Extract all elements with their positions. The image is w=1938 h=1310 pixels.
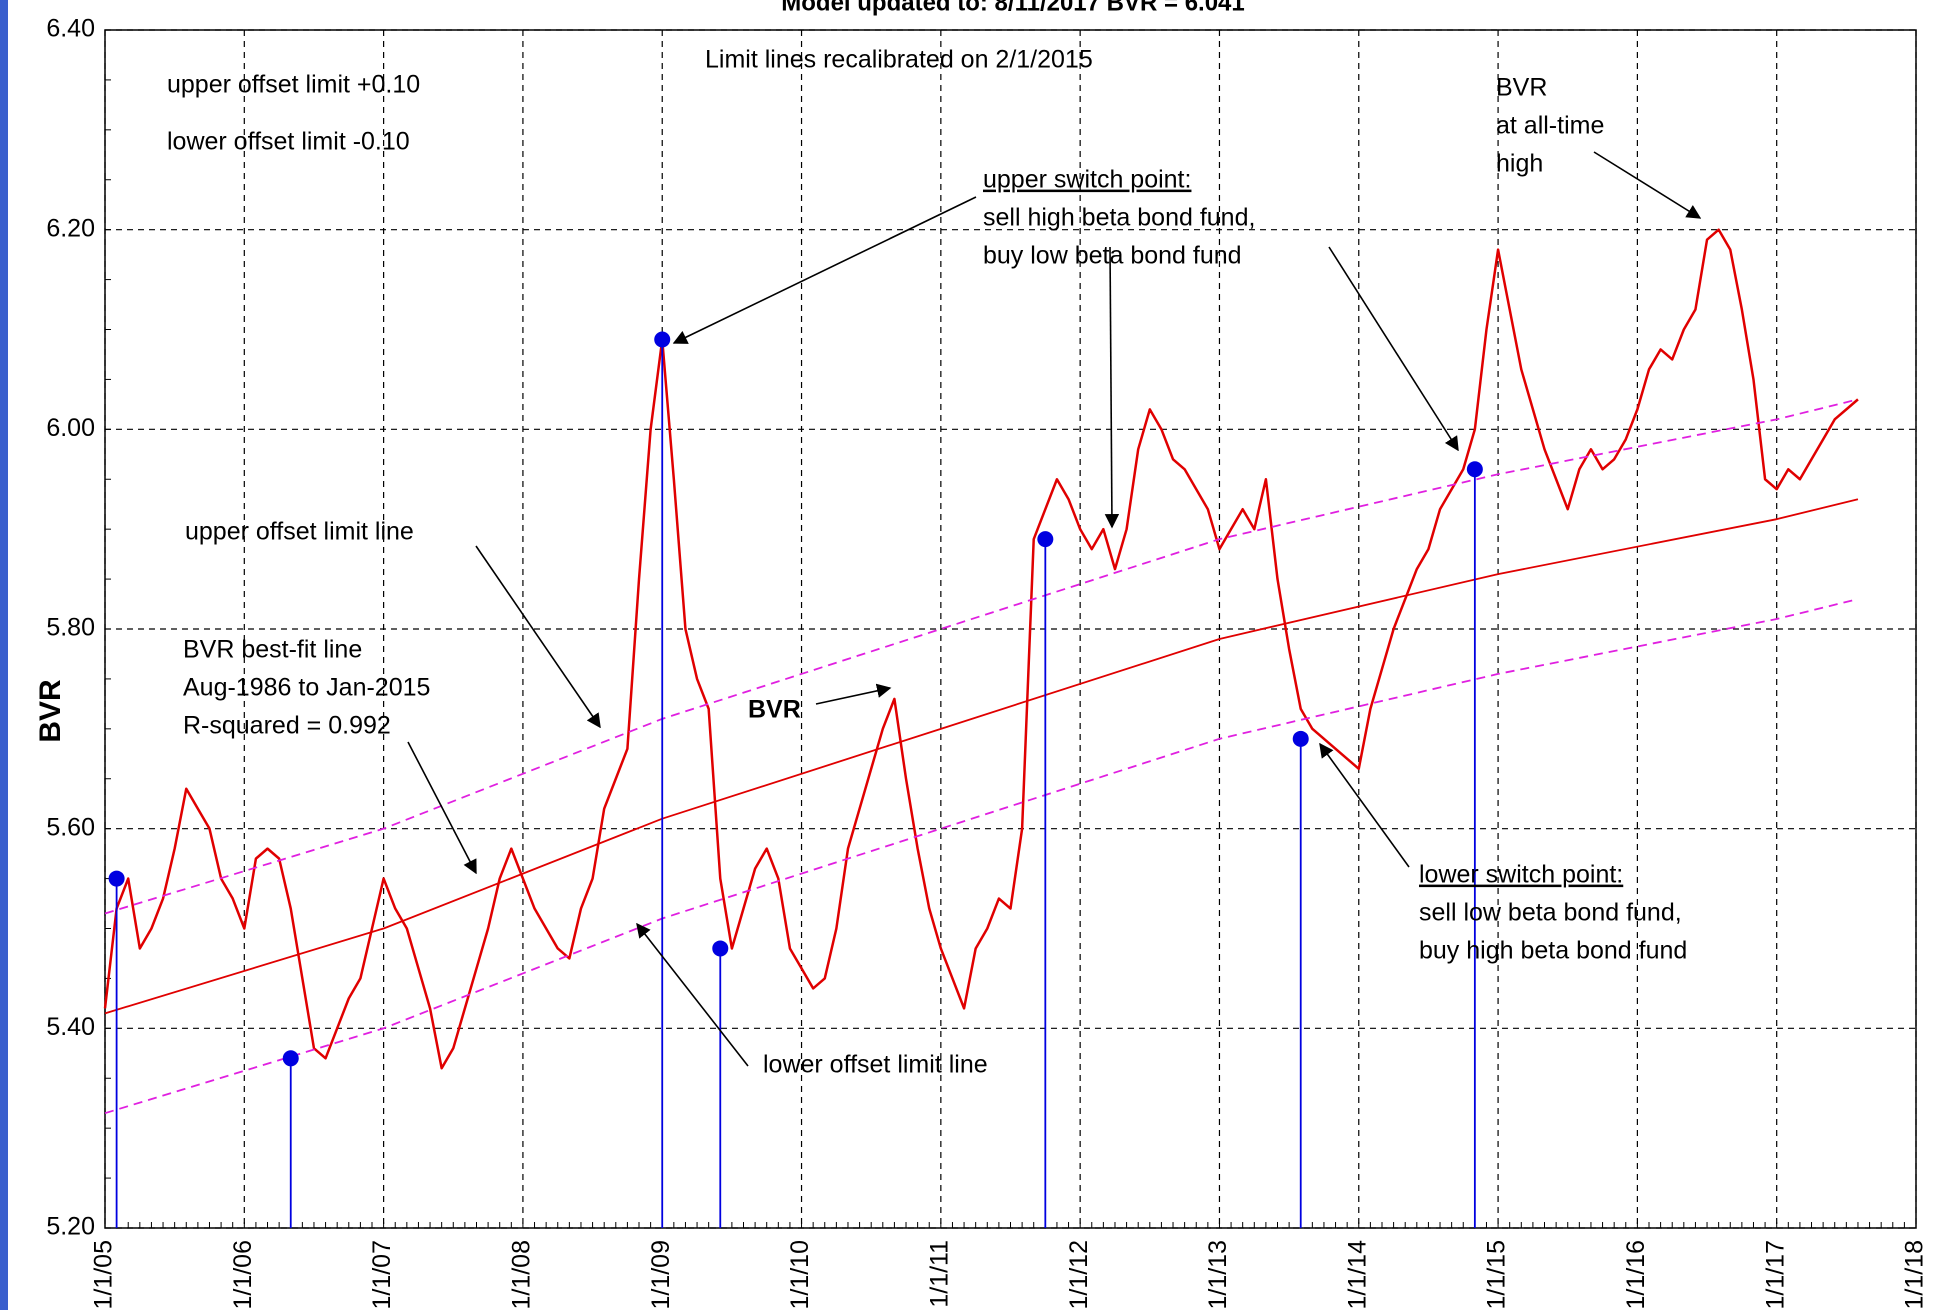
data-line — [104, 598, 1859, 1115]
y-tick-label: 6.40 — [46, 15, 95, 43]
annotation: sell low beta bond fund, — [1419, 899, 1682, 927]
annotation: Aug-1986 to Jan-2015 — [183, 674, 430, 702]
annotation: upper offset limit +0.10 — [167, 71, 420, 99]
annotation: BVR best-fit line — [183, 636, 362, 664]
x-tick-label: 1/1/13 — [1204, 1240, 1232, 1310]
x-tick-label: 1/1/06 — [229, 1240, 257, 1310]
annotation-arrow — [1104, 246, 1120, 529]
annotation: buy low beta bond fund — [983, 242, 1242, 270]
annotation: upper switch point: — [983, 166, 1191, 194]
y-tick-label: 5.40 — [46, 1013, 95, 1041]
x-tick-label: 1/1/17 — [1761, 1240, 1789, 1310]
switch-point — [282, 1050, 299, 1067]
annotation-arrow — [1319, 742, 1410, 868]
annotation: sell high beta bond fund, — [983, 204, 1255, 232]
switch-point — [1292, 730, 1309, 747]
y-tick-label: 6.00 — [46, 414, 95, 442]
annotation: at all-time — [1496, 112, 1604, 140]
annotation-arrow — [1593, 151, 1702, 219]
y-tick-label: 5.20 — [46, 1213, 95, 1241]
x-tick-label: 1/1/11 — [925, 1240, 953, 1308]
annotation: lower offset limit line — [763, 1051, 988, 1079]
annotation: Limit lines recalibrated on 2/1/2015 — [705, 46, 1093, 74]
annotation-arrow — [475, 545, 601, 729]
annotation-arrow — [672, 196, 977, 344]
annotation: upper offset limit line — [185, 518, 414, 546]
left-border — [0, 0, 8, 1310]
annotation-arrow — [636, 922, 749, 1067]
data-line — [104, 498, 1859, 1015]
switch-point — [108, 870, 125, 887]
x-tick-label: 1/1/18 — [1901, 1240, 1929, 1310]
x-tick-label: 1/1/12 — [1065, 1240, 1093, 1310]
x-tick-label: 1/1/10 — [786, 1240, 814, 1310]
y-tick-label: 5.60 — [46, 813, 95, 841]
switch-point — [1037, 531, 1054, 548]
chart-title: Model updated to: 8/11/2017 BVR = 6.041 — [781, 0, 1245, 16]
y-tick-label: 6.20 — [46, 214, 95, 242]
x-tick-label: 1/1/16 — [1622, 1240, 1650, 1310]
annotation: BVR — [1496, 74, 1547, 102]
y-tick-label: 5.80 — [46, 614, 95, 642]
x-tick-label: 1/1/14 — [1343, 1240, 1371, 1310]
data-line — [104, 398, 1859, 915]
x-tick-label: 1/1/09 — [647, 1240, 675, 1310]
x-tick-label: 1/1/07 — [368, 1240, 396, 1310]
data-line — [103, 228, 1859, 1070]
x-tick-label: 1/1/15 — [1483, 1240, 1511, 1310]
annotation-arrow — [407, 741, 477, 875]
annotation: lower offset limit -0.10 — [167, 128, 410, 156]
annotation: R-squared = 0.992 — [183, 712, 391, 740]
x-tick-label: 1/1/08 — [508, 1240, 536, 1310]
annotation: BVR — [748, 696, 801, 724]
switch-point — [654, 331, 671, 348]
y-axis-label: BVR — [34, 679, 67, 743]
annotation: lower switch point: — [1419, 861, 1623, 889]
x-tick-label: 1/1/05 — [90, 1240, 118, 1310]
annotation-arrow — [815, 683, 892, 705]
switch-point — [712, 940, 729, 957]
annotation: high — [1496, 150, 1543, 178]
annotation: buy high beta bond fund — [1419, 937, 1687, 965]
annotation-arrow — [1328, 246, 1459, 452]
switch-point — [1466, 461, 1483, 478]
